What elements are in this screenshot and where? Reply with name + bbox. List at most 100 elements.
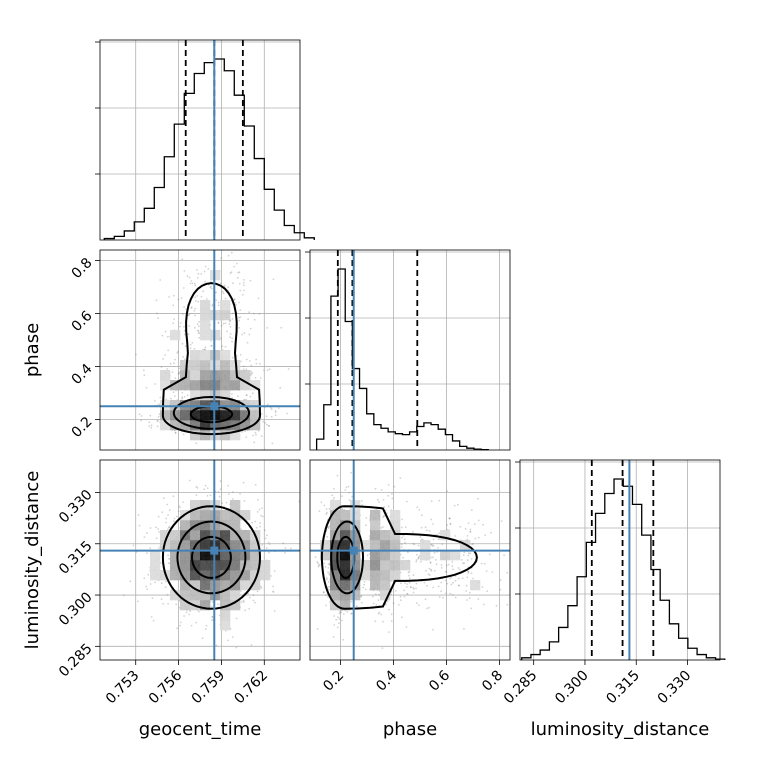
sample-point	[243, 279, 245, 281]
sample-point	[191, 341, 194, 344]
density-cell	[220, 610, 231, 621]
sample-point	[246, 341, 249, 344]
contour-level-2	[172, 395, 251, 430]
sample-point	[345, 486, 348, 489]
sample-point	[230, 271, 233, 273]
sample-point	[258, 313, 261, 315]
sample-point	[191, 282, 194, 285]
sample-point	[481, 586, 484, 588]
sample-point	[416, 553, 418, 556]
density-cell	[220, 430, 231, 441]
density-cell	[250, 410, 261, 421]
contour-level-3	[190, 535, 232, 579]
sample-point	[157, 317, 159, 320]
sample-point	[447, 563, 450, 566]
sample-point	[466, 599, 468, 601]
sample-point	[454, 535, 457, 537]
sample-point	[158, 531, 160, 533]
density-cell	[200, 300, 211, 311]
sample-point	[162, 358, 165, 360]
sample-point	[164, 354, 167, 356]
sample-point	[194, 284, 197, 287]
sample-point	[224, 297, 227, 300]
sample-point	[178, 599, 181, 602]
sample-point	[433, 551, 436, 554]
sample-point	[417, 556, 420, 559]
density-cell	[180, 540, 191, 551]
sample-point	[250, 364, 253, 367]
sample-point	[238, 282, 241, 285]
sample-point	[391, 492, 393, 495]
sample-point	[201, 637, 204, 640]
density-cell	[190, 360, 201, 371]
sample-point	[405, 500, 408, 503]
contour-level-1	[161, 505, 262, 610]
sample-point	[216, 243, 218, 245]
density-cell	[190, 420, 201, 431]
sample-point	[181, 342, 184, 345]
sample-point	[460, 559, 463, 561]
sample-point	[156, 312, 158, 315]
sample-point	[261, 507, 263, 509]
sample-point	[466, 535, 469, 537]
sample-point	[325, 513, 328, 516]
sample-point	[265, 547, 268, 549]
density-cell	[170, 590, 181, 601]
sample-point	[215, 291, 218, 294]
density-cell	[260, 570, 271, 581]
density-cell	[250, 400, 261, 411]
sample-point	[227, 484, 230, 487]
sample-point	[407, 571, 410, 574]
sample-point	[172, 294, 175, 297]
density-cell	[220, 540, 231, 551]
sample-point	[157, 420, 159, 422]
sample-point	[272, 591, 275, 593]
sample-point	[270, 575, 272, 577]
sample-point	[194, 296, 197, 299]
sample-point	[465, 590, 468, 592]
contour-level-3	[189, 405, 234, 424]
sample-point	[155, 299, 158, 302]
sample-point	[384, 509, 387, 512]
sample-point	[469, 528, 472, 531]
sample-point	[231, 498, 234, 500]
sample-point	[173, 520, 175, 522]
sample-point	[438, 596, 441, 598]
sample-point	[387, 631, 390, 633]
sample-point	[149, 414, 152, 417]
sample-point	[159, 279, 162, 281]
sample-point	[190, 624, 193, 627]
sample-point	[248, 596, 251, 599]
density-cell	[220, 570, 231, 581]
panel-content	[310, 460, 510, 660]
sample-point	[486, 590, 489, 593]
density-cell	[190, 400, 201, 411]
sample-point	[148, 425, 151, 427]
sample-point	[274, 411, 277, 414]
density-cell	[230, 500, 241, 511]
sample-point	[231, 337, 234, 340]
sample-point	[156, 425, 159, 428]
sample-point	[441, 543, 444, 545]
sample-point	[147, 573, 150, 576]
density-cell	[200, 410, 211, 421]
density-cell	[240, 370, 251, 381]
density-cell	[250, 550, 261, 561]
sample-point	[229, 272, 232, 275]
density-cell	[240, 570, 251, 581]
density-cell	[200, 500, 211, 511]
sample-point	[448, 517, 451, 520]
sample-point	[145, 585, 148, 588]
sample-point	[255, 433, 257, 436]
sample-point	[240, 528, 242, 531]
sample-point	[168, 509, 171, 512]
contour-level-2	[176, 520, 247, 595]
sample-point	[177, 372, 180, 375]
sample-point	[217, 301, 220, 304]
sample-point	[268, 424, 270, 427]
sample-point	[399, 595, 402, 598]
sample-point	[175, 603, 178, 606]
sample-point	[250, 370, 252, 373]
sample-point	[506, 571, 509, 574]
density-cell	[190, 550, 201, 561]
